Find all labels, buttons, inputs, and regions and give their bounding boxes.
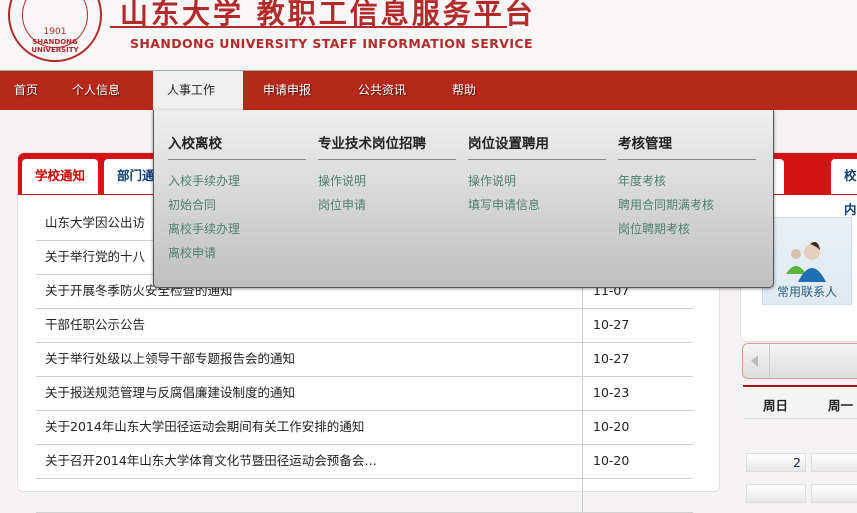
contacts-icon (786, 242, 826, 282)
notice-row[interactable]: 关于报送规范管理与反腐倡廉建设制度的通知 10-23 (36, 377, 693, 411)
site-title-en: SHANDONG UNIVERSITY STAFF INFORMATION SE… (130, 36, 533, 51)
calendar-day[interactable]: 2 (746, 453, 806, 472)
dropdown-column-title: 考核管理 (618, 132, 756, 160)
dropdown-column-title: 专业技术岗位招聘 (318, 132, 456, 160)
calendar-day[interactable] (811, 484, 857, 503)
tab-campus[interactable]: 校内 (829, 157, 857, 217)
dropdown-link[interactable]: 操作说明 (468, 174, 517, 188)
dropdown-link[interactable]: 年度考核 (618, 174, 667, 188)
calendar-day[interactable] (746, 484, 806, 503)
nav-personnel-work[interactable]: 人事工作 (153, 71, 243, 111)
weekday-sunday: 周日 (763, 398, 789, 413)
notice-date: 10-20 (582, 445, 629, 479)
logo-ring-text: SHANDONG UNIVERSITY (31, 38, 79, 54)
notice-date: 10-20 (582, 411, 629, 445)
contacts-label: 常用联系人 (776, 285, 837, 299)
tab-school-notices[interactable]: 学校通知 (20, 157, 101, 194)
notice-date: 10-27 (582, 309, 629, 343)
contacts-tile[interactable]: 常用联系人 (762, 217, 852, 305)
notice-title[interactable]: 干部任职公示公告 (45, 317, 146, 332)
prev-month-icon[interactable] (751, 355, 758, 367)
notice-title[interactable]: 山东大学因公出访 (45, 215, 146, 230)
site-title-cn: 山东大学 教职工信息服务平台 (120, 0, 536, 30)
dropdown-link[interactable]: 入校手续办理 (168, 174, 241, 188)
dropdown-link[interactable]: 操作说明 (318, 174, 367, 188)
calendar-nav-divider (769, 344, 770, 378)
dropdown-link[interactable]: 初始合同 (168, 198, 217, 212)
logo-year: 1901 (43, 27, 67, 37)
notice-row[interactable]: 关于召开2014年山东大学体育文化节暨田径运动会预备会… 10-20 (36, 445, 693, 479)
dropdown-column-title: 入校离校 (168, 132, 306, 160)
notice-row[interactable] (36, 479, 693, 513)
notice-date: 10-23 (582, 377, 629, 411)
nav-home[interactable]: 首页 (14, 83, 39, 97)
nav-public-info[interactable]: 公共资讯 (358, 83, 407, 97)
notice-date (582, 479, 593, 513)
notice-title[interactable]: 关于举行处级以上领导干部专题报告会的通知 (45, 351, 296, 366)
notice-row[interactable]: 关于2014年山东大学田径运动会期间有关工作安排的通知 10-20 (36, 411, 693, 445)
nav-applications[interactable]: 申请申报 (263, 83, 312, 97)
notice-title[interactable]: 关于举行党的十八 (45, 249, 146, 264)
notice-date: 10-27 (582, 343, 629, 377)
dropdown-link[interactable]: 填写申请信息 (468, 198, 541, 212)
dropdown-link[interactable]: 岗位申请 (318, 198, 367, 212)
calendar-nav-bar (742, 343, 857, 379)
notice-row[interactable]: 干部任职公示公告 10-27 (36, 309, 693, 343)
dropdown-column-title: 岗位设置聘用 (468, 132, 606, 160)
weekday-monday: 周一 (828, 398, 854, 413)
title-divider (110, 26, 507, 28)
dropdown-link[interactable]: 岗位聘期考核 (618, 222, 691, 236)
calendar-day[interactable] (811, 453, 857, 472)
site-header: 1901 SHANDONG UNIVERSITY 山东大学 教职工信息服务平台 … (0, 0, 857, 70)
personnel-work-dropdown: 入校离校 入校手续办理 初始合同 离校手续办理 离校申请 专业技术岗位招聘 操作说明 岗位申请… (153, 110, 774, 288)
dropdown-column: 岗位设置聘用操作说明填写申请信息 (468, 132, 606, 220)
university-logo: 1901 SHANDONG UNIVERSITY (8, 0, 102, 62)
notice-row[interactable]: 关于举行处级以上领导干部专题报告会的通知 10-27 (36, 343, 693, 377)
notice-title[interactable]: 关于召开2014年山东大学体育文化节暨田径运动会预备会… (45, 453, 377, 468)
dropdown-link[interactable]: 离校申请 (168, 246, 217, 260)
notice-title[interactable]: 关于报送规范管理与反腐倡廉建设制度的通知 (45, 385, 296, 400)
nav-personal-info[interactable]: 个人信息 (72, 83, 121, 97)
calendar-weekday-header: 周日 周一 (743, 385, 857, 419)
dropdown-link[interactable]: 离校手续办理 (168, 222, 241, 236)
notice-title[interactable]: 关于2014年山东大学田径运动会期间有关工作安排的通知 (45, 419, 365, 434)
dropdown-column: 专业技术岗位招聘操作说明岗位申请 (318, 132, 456, 220)
dropdown-column: 入校离校入校手续办理 初始合同离校手续办理 离校申请 (168, 132, 306, 268)
dropdown-column: 考核管理年度考核聘用合同期满考核 岗位聘期考核 (618, 132, 756, 244)
dropdown-link[interactable]: 聘用合同期满考核 (618, 198, 715, 212)
main-nav: 首页 个人信息 人事工作 申请申报 公共资讯 帮助 (0, 70, 857, 111)
nav-help[interactable]: 帮助 (452, 83, 477, 97)
